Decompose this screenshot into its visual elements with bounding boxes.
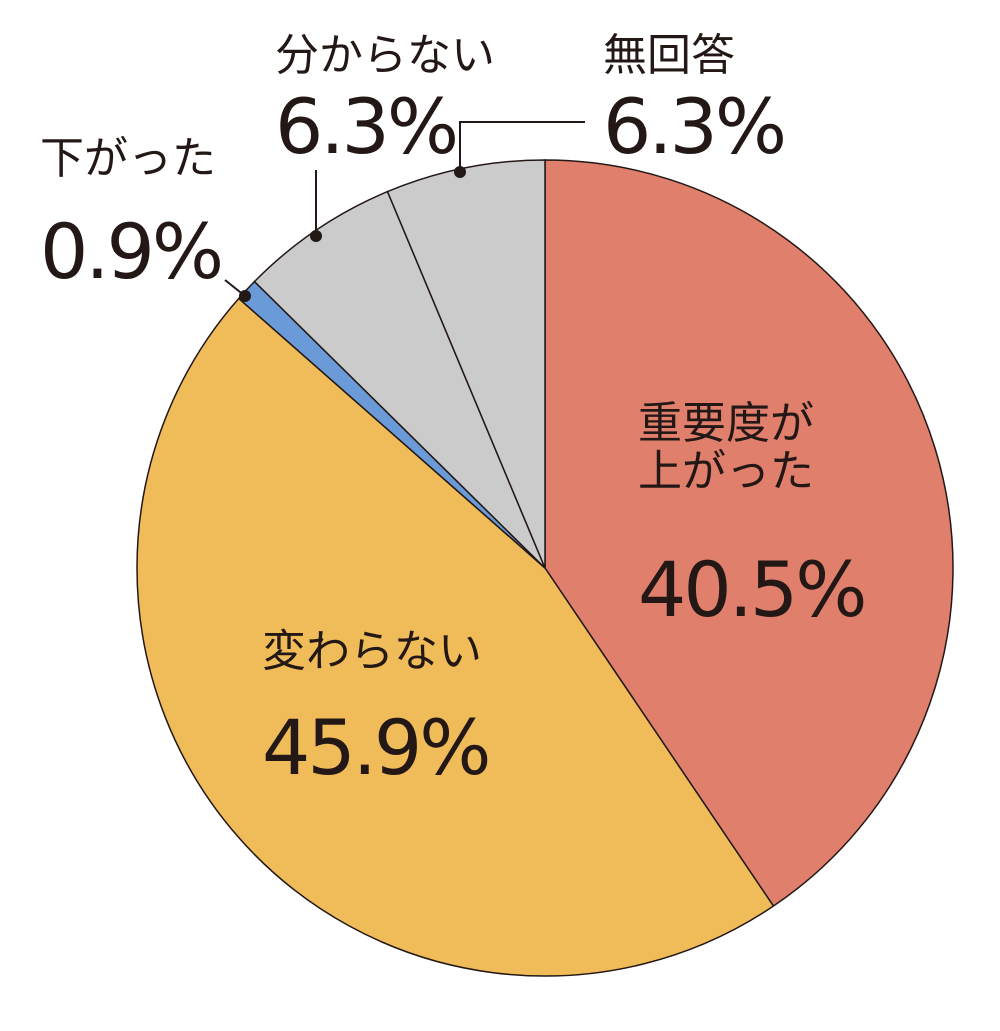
pie-slice (136, 297, 775, 977)
leader-line (459, 121, 585, 172)
value-label: 45.9% (262, 703, 491, 792)
category-label: 変わらない (262, 626, 482, 677)
leader-dot (239, 290, 251, 302)
value-label: 0.9% (40, 207, 224, 296)
value-label: 6.3% (275, 82, 459, 171)
category-label: 重要度が上がった (638, 398, 814, 498)
leader-dot (310, 230, 322, 242)
pie-slice (544, 159, 954, 908)
category-label: 無回答 (603, 30, 735, 81)
pie-slice (386, 159, 546, 569)
value-label: 40.5% (638, 545, 867, 634)
value-label: 6.3% (603, 82, 787, 171)
leader-dot (454, 166, 466, 178)
category-label: 下がった (40, 133, 216, 184)
category-label: 分からない (275, 30, 495, 81)
